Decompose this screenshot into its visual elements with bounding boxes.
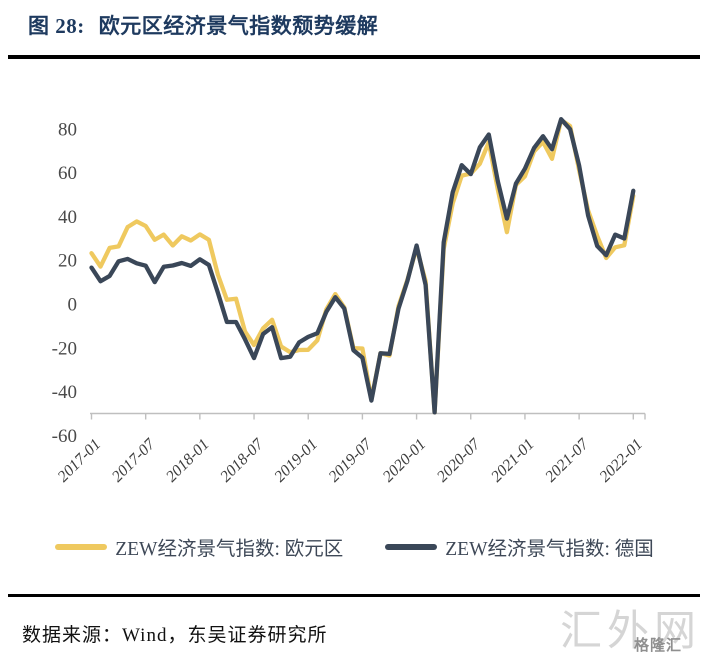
x-axis-tick-label: 2021-01 bbox=[488, 436, 538, 486]
legend-item-eurozone: ZEW经济景气指数: 欧元区 bbox=[55, 532, 343, 561]
legend-item-germany: ZEW经济景气指数: 德国 bbox=[385, 532, 654, 561]
x-axis-tick-label: 2022-01 bbox=[596, 436, 646, 486]
x-axis-tick-label: 2018-01 bbox=[163, 436, 213, 486]
legend-swatch-eurozone bbox=[55, 543, 108, 550]
y-axis-tick-label: 40 bbox=[58, 207, 77, 228]
watermark-huiwaiwang: 汇外网 bbox=[559, 609, 701, 655]
x-axis-tick-label: 2020-01 bbox=[380, 436, 430, 486]
y-axis-tick-label: -60 bbox=[52, 426, 77, 447]
legend-label-eurozone: ZEW经济景气指数: 欧元区 bbox=[115, 539, 344, 560]
y-axis-tick-label: 0 bbox=[68, 295, 78, 316]
x-axis-tick-label: 2019-07 bbox=[325, 435, 375, 485]
figure-title: 图 28: 欧元区经济景气指数颓势缓解 bbox=[28, 10, 378, 40]
figure-title-text: 欧元区经济景气指数颓势缓解 bbox=[98, 14, 379, 38]
y-axis-tick-label: 60 bbox=[58, 163, 77, 184]
x-axis-tick-label: 2021-07 bbox=[542, 435, 592, 485]
chart-legend: ZEW经济景气指数: 欧元区 ZEW经济景气指数: 德国 bbox=[0, 532, 709, 561]
y-axis-tick-label: -40 bbox=[52, 382, 77, 403]
x-axis-tick-label: 2017-07 bbox=[109, 435, 159, 485]
legend-swatch-germany bbox=[385, 543, 438, 550]
y-axis-tick-label: 20 bbox=[58, 251, 77, 272]
top-divider bbox=[8, 55, 700, 59]
y-axis-tick-label: 80 bbox=[58, 119, 77, 140]
series-line-eurozone bbox=[89, 117, 636, 415]
x-axis-tick-label: 2020-07 bbox=[434, 435, 484, 485]
watermark-gelonghui: 格隆汇 bbox=[634, 638, 683, 654]
zew-line-chart: 80 60 40 20 0 -20 -40 -60 2017-01 2017-07 2018-01 2… bbox=[52, 117, 646, 486]
data-source-text: 数据来源：Wind，东吴证券研究所 bbox=[22, 625, 328, 646]
series-line-germany bbox=[89, 117, 636, 415]
x-axis-tick-label: 2018-07 bbox=[217, 435, 267, 485]
bottom-divider bbox=[8, 594, 700, 597]
x-axis-tick-label: 2019-01 bbox=[271, 436, 321, 486]
legend-label-germany: ZEW经济景气指数: 德国 bbox=[445, 539, 654, 560]
y-axis-tick-label: -20 bbox=[52, 338, 77, 359]
figure-number-label: 图 28: bbox=[28, 14, 85, 38]
